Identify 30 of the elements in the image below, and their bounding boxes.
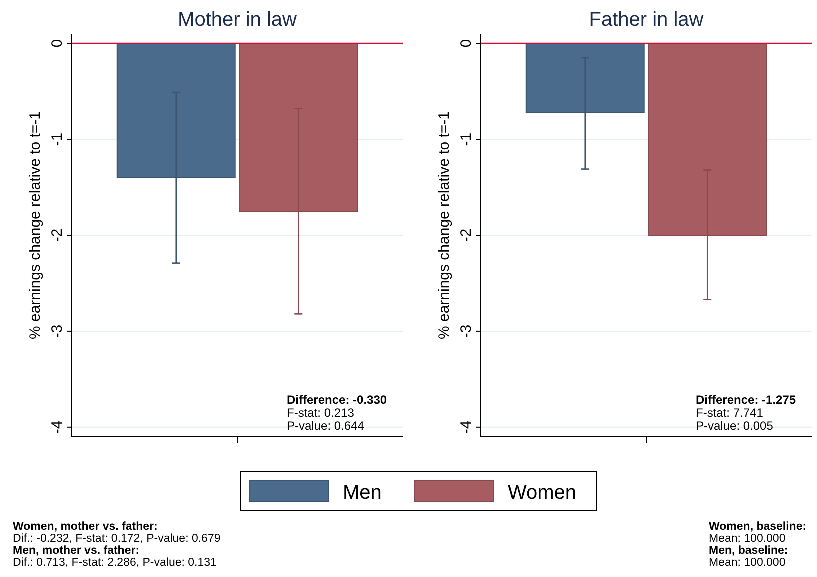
y-tick-label: 0 [49, 39, 66, 48]
y-tick-label: -1 [49, 132, 66, 146]
y-tick-label: -2 [458, 228, 475, 242]
y-tick-label: 0 [458, 39, 475, 48]
annotation: Difference: -0.330 [287, 393, 388, 407]
legend-label: Men [343, 482, 382, 504]
y-axis-title: % earnings change relative to t=-1 [436, 111, 453, 340]
annotation: Difference: -1.275 [696, 393, 796, 407]
text: Dif.: -0.232, F-stat: 0.172, P-value: 0.679 [13, 533, 221, 545]
text: Mean: 100.000 [709, 533, 786, 545]
y-tick-label: -3 [49, 324, 66, 338]
text: Men, mother vs. father: [13, 545, 140, 557]
annotation: F-stat: 7.741 [696, 406, 764, 420]
y-tick-label: -2 [49, 228, 66, 242]
annotation: P-value: 0.644 [287, 419, 365, 433]
annotation: F-stat: 0.213 [287, 406, 355, 420]
text: Mean: 100.000 [709, 557, 786, 569]
text: Dif.: 0.713, F-stat: 2.286, P-value: 0.131 [13, 557, 217, 569]
chart-title: Mother in law [178, 9, 298, 31]
y-tick-label: -1 [458, 132, 475, 146]
text: Women, mother vs. father: [13, 521, 158, 533]
y-tick-label: -3 [458, 324, 475, 338]
text: Men, baseline: [709, 545, 788, 557]
y-tick-label: -4 [49, 420, 66, 434]
legend-label: Women [508, 482, 577, 504]
text: Women, baseline: [709, 521, 807, 533]
y-axis-title: % earnings change relative to t=-1 [27, 111, 44, 340]
annotation: P-value: 0.005 [696, 419, 774, 433]
y-tick-label: -4 [458, 420, 475, 434]
chart-title: Father in law [589, 9, 704, 31]
